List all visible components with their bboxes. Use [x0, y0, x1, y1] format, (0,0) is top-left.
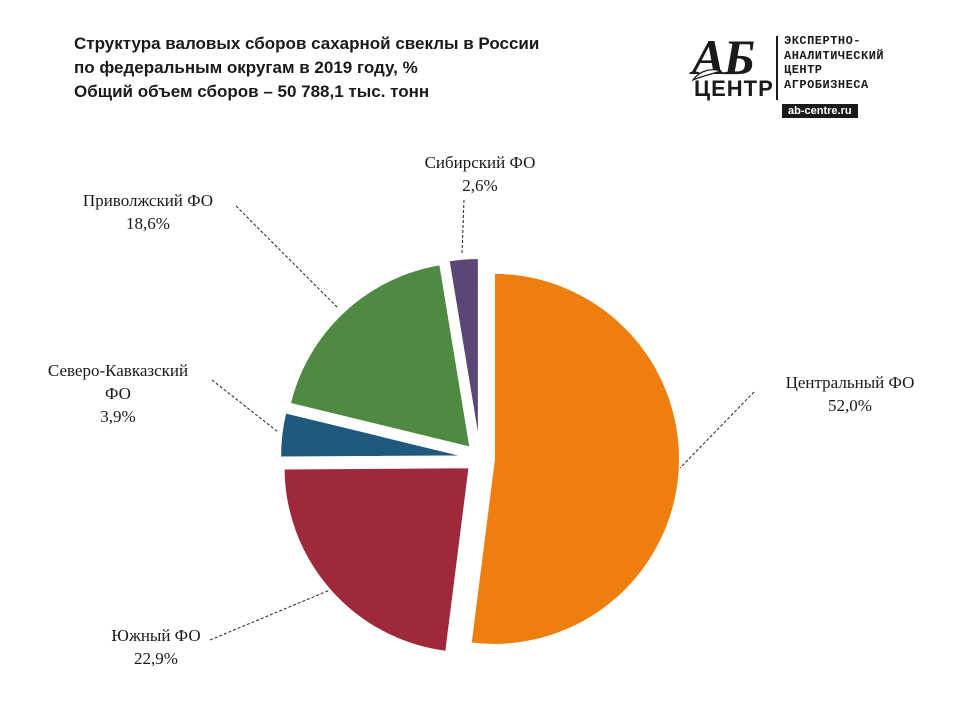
logo-text-line: АНАЛИТИЧЕСКИЙ	[784, 48, 885, 63]
title-line-3: Общий объем сборов – 50 788,1 тыс. тонн	[74, 82, 430, 101]
pie-slice	[288, 263, 472, 450]
slice-name-label: Приволжский ФО	[83, 191, 213, 210]
slice-name-label: Сибирский ФО	[425, 153, 536, 172]
slice-value-label: 2,6%	[462, 176, 497, 195]
logo-text: ЭКСПЕРТНО- АНАЛИТИЧЕСКИЙ ЦЕНТР АГРОБИЗНЕ…	[784, 34, 884, 92]
slice-name-label: Южный ФО	[111, 626, 200, 645]
logo-text-line: ЦЕНТР	[784, 63, 823, 77]
logo-text-line: ЭКСПЕРТНО-	[784, 34, 862, 48]
slice-value-label: 52,0%	[828, 396, 872, 415]
leader-line	[235, 205, 339, 309]
logo-divider	[776, 36, 778, 100]
leader-line	[679, 391, 755, 469]
slice-label: Сибирский ФО 2,6%	[425, 153, 536, 195]
logo-text-line: АГРОБИЗНЕСА	[784, 77, 869, 92]
logo-mark-centr: ЦЕНТР	[694, 76, 774, 101]
pie-slice	[279, 411, 467, 459]
slice-value-label: 22,9%	[134, 649, 178, 668]
pie-slice	[282, 466, 471, 653]
slice-label: Центральный ФО 52,0%	[786, 373, 915, 415]
pie-slice	[469, 271, 681, 646]
slice-name-label: Северо-Кавказский	[48, 361, 188, 380]
slice-name-label: ФО	[105, 384, 131, 403]
title-line-2: по федеральным округам в 2019 году, %	[74, 58, 418, 77]
slice-label: Южный ФО 22,9%	[111, 626, 200, 668]
logo-url: ab-centre.ru	[782, 104, 858, 118]
ab-centre-logo: АБ ЦЕНТР ЭКСПЕРТНО- АНАЛИТИЧЕСКИЙ ЦЕНТР …	[690, 29, 930, 124]
slice-label: Приволжский ФО 18,6%	[83, 191, 213, 233]
pie-slice	[447, 257, 480, 445]
slice-value-label: 18,6%	[126, 214, 170, 233]
chart-title: Структура валовых сборов сахарной свеклы…	[74, 32, 539, 104]
slice-value-label: 3,9%	[100, 407, 135, 426]
leader-line	[211, 379, 279, 433]
leader-line	[209, 589, 331, 641]
leader-line	[461, 199, 465, 255]
leaf-icon	[692, 69, 722, 82]
title-line-1: Структура валовых сборов сахарной свеклы…	[74, 34, 540, 53]
slice-name-label: Центральный ФО	[786, 373, 915, 392]
slice-label: Северо-Кавказский ФО 3,9%	[48, 361, 188, 426]
